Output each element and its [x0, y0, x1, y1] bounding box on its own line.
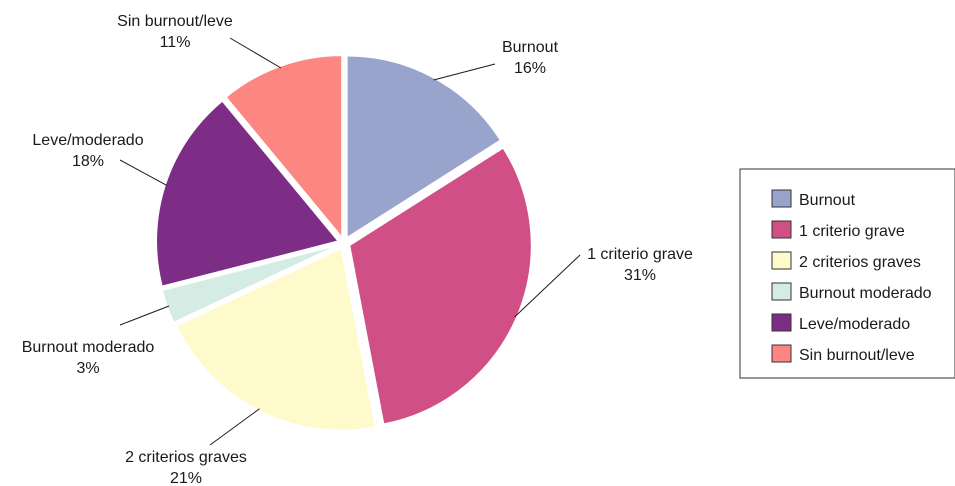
slice-value-2-criterios-graves: 21% — [170, 470, 202, 486]
legend-label-burnout-moderado: Burnout moderado — [799, 285, 932, 302]
leader-line-sin-burnout-leve — [229, 37, 282, 69]
legend-label-sin-burnout-leve: Sin burnout/leve — [799, 347, 915, 364]
leader-line-1-criterio-grave — [514, 254, 581, 318]
pie-slice-2-criterios-graves — [175, 247, 377, 432]
pie-slice-burnout — [346, 54, 502, 240]
slice-label-2-criterios-graves: 2 criterios graves — [125, 449, 247, 466]
legend-label-leve-moderado: Leve/moderado — [799, 316, 910, 333]
legend-swatch-sin-burnout-leve — [771, 344, 792, 363]
slice-label-sin-burnout-leve: Sin burnout/leve — [117, 13, 233, 30]
slice-labels: Burnout 16% 1 criterio grave 31% 2 criterios… — [22, 13, 693, 486]
legend: Burnout 1 criterio grave 2 criterios grave… — [739, 168, 955, 379]
legend-swatch-1-criterio-grave — [771, 220, 792, 239]
pie-slice-1-criterio-grave — [348, 146, 533, 426]
slice-value-burnout-moderado: 3% — [76, 360, 99, 377]
slice-label-burnout-moderado: Burnout moderado — [22, 339, 155, 356]
legend-swatch-burnout-moderado — [771, 282, 792, 301]
leader-line-leve-moderado — [119, 159, 168, 186]
slice-label-1-criterio-grave: 1 criterio grave — [587, 246, 693, 263]
slice-label-burnout: Burnout — [502, 39, 559, 56]
leader-line-burnout-moderado — [119, 305, 170, 326]
pie-slice-sin-burnout-leve — [224, 54, 343, 240]
slice-value-sin-burnout-leve: 11% — [160, 34, 191, 51]
pie-slices — [155, 54, 533, 432]
legend-label-2-criterios-graves: 2 criterios graves — [799, 254, 921, 271]
slice-value-1-criterio-grave: 31% — [624, 267, 656, 284]
leader-line-2-criterios-graves — [209, 408, 260, 446]
slice-value-leve-moderado: 18% — [72, 153, 104, 170]
slice-value-burnout: 16% — [514, 60, 546, 77]
leader-lines — [119, 37, 581, 446]
legend-label-burnout: Burnout — [799, 192, 856, 209]
legend-swatch-2-criterios-graves — [771, 251, 792, 270]
legend-swatch-leve-moderado — [771, 313, 792, 332]
legend-label-1-criterio-grave: 1 criterio grave — [799, 223, 905, 240]
leader-line-burnout — [433, 63, 496, 81]
slice-label-leve-moderado: Leve/moderado — [32, 132, 143, 149]
legend-swatch-burnout — [771, 189, 792, 208]
